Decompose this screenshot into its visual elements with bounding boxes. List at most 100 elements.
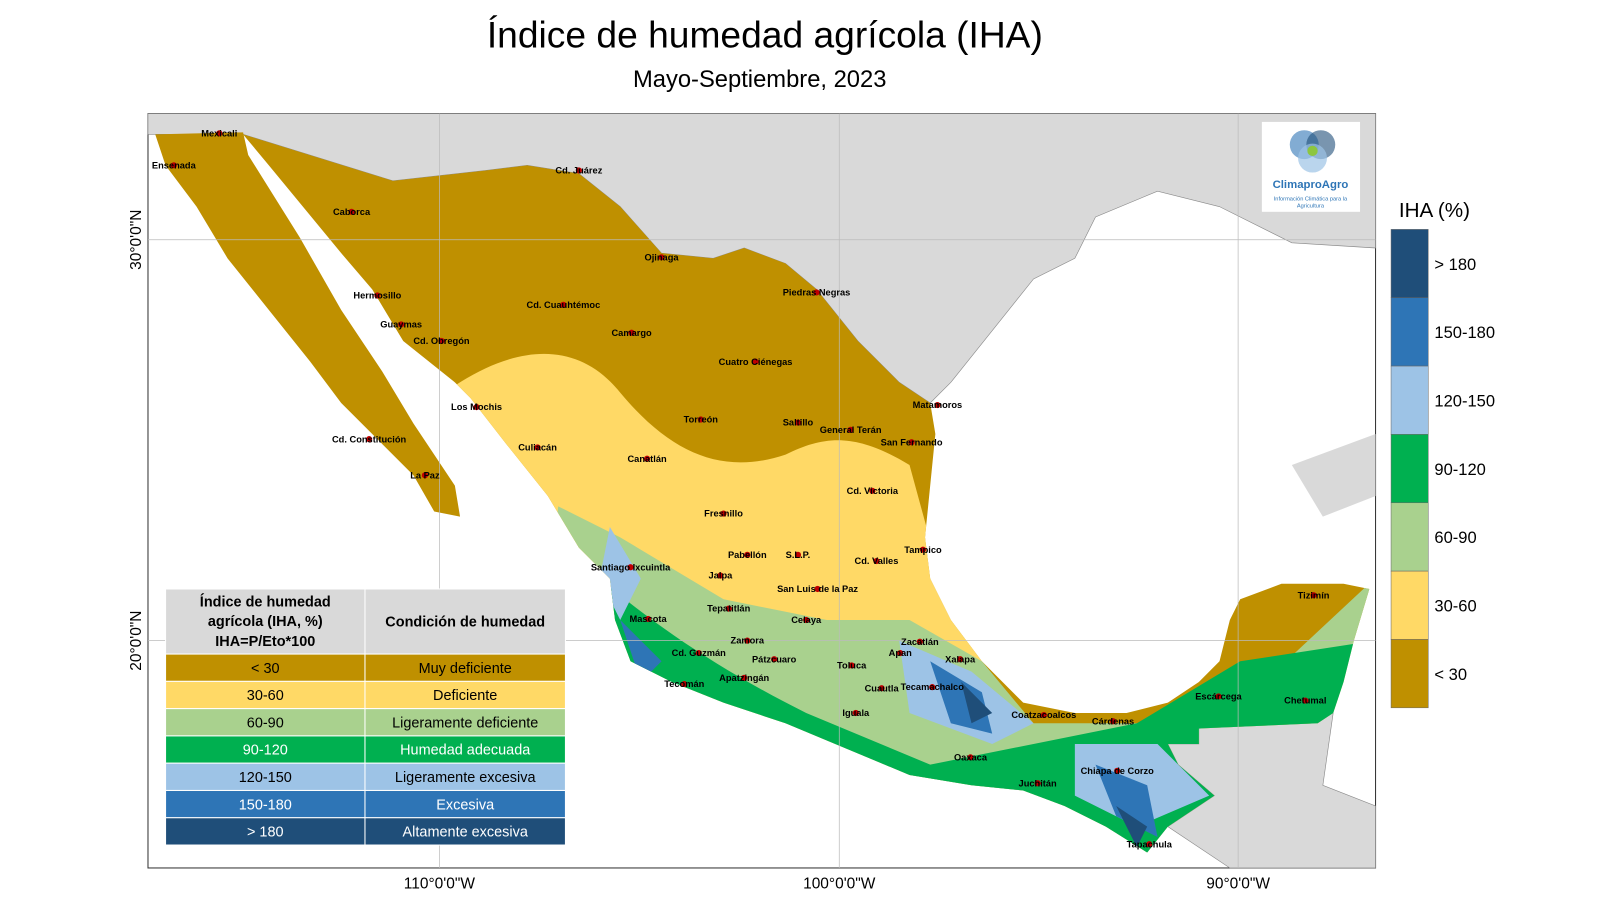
city-dot [1114, 767, 1121, 774]
table-cell [364, 653, 566, 682]
table-cell [165, 762, 366, 791]
table-cell [364, 789, 566, 819]
city-label: Iguala [842, 708, 870, 718]
table-condition: Humedad adecuada [400, 743, 531, 759]
legend-swatch [1390, 434, 1429, 504]
city-label: Cd. Valles [855, 556, 899, 566]
logo: ClimaproAgro Información Climática para … [1261, 121, 1361, 212]
legend-label: < 30 [1434, 665, 1467, 684]
city-label: Zacatlán [901, 637, 939, 647]
city-label: Culiacán [518, 443, 557, 453]
city-dot [878, 685, 885, 692]
city-dot [771, 656, 778, 663]
city-label: La Paz [410, 470, 440, 480]
title: Índice de humedad agrícola (IHA) [487, 14, 1043, 56]
city-dot [695, 649, 702, 657]
lat-label: 30°0'0"N [128, 210, 145, 270]
city-label: San Luis de la Paz [777, 584, 858, 594]
city-dot [869, 487, 876, 494]
city-label: Pabellón [728, 550, 767, 560]
table-condition: Excesiva [436, 797, 495, 813]
city-label: Cuatro Ciénegas [719, 357, 793, 367]
city-label: Cuautla [865, 683, 900, 693]
city-dot [720, 510, 727, 517]
city-label: Zamora [731, 636, 765, 646]
city-dot [957, 656, 964, 663]
city-dot [744, 551, 751, 558]
city-label: General Terán [820, 425, 882, 435]
city-dot [848, 662, 855, 669]
legend-label: 60-90 [1434, 528, 1476, 547]
lon-label: 110°0'0"W [404, 876, 476, 893]
legend-label: 30-60 [1434, 596, 1476, 615]
city-label: Cárdenas [1092, 716, 1134, 726]
legend-swatch [1390, 570, 1429, 640]
city-dot [794, 419, 802, 426]
table-cell [364, 762, 566, 791]
table-condition: Deficiente [433, 688, 497, 704]
city-label: Pátzcuaro [752, 654, 797, 664]
city-dot [560, 301, 567, 308]
city-dot [1040, 711, 1047, 719]
table-header-text: IHA=P/Eto*100 [215, 634, 315, 650]
lon-label: 100°0'0"W [803, 876, 876, 893]
city-dot [697, 416, 704, 423]
logo-tagline: Información Climática para la [1274, 196, 1348, 202]
city-dot [847, 426, 854, 433]
city-dot [929, 684, 936, 691]
table-header-text: Condición de humedad [385, 615, 545, 631]
city-dot [348, 208, 355, 215]
city-dot [658, 254, 665, 261]
city-dot [575, 167, 582, 174]
city-dot [438, 337, 445, 345]
city-dot [1034, 780, 1041, 787]
city-label: Ensenada [152, 160, 197, 170]
table-cell [364, 708, 566, 737]
table-range: 30-60 [247, 688, 284, 704]
city-dot [967, 754, 974, 761]
city-dot [803, 616, 810, 624]
table-cell [165, 653, 366, 682]
city-label: Cd. Obregón [413, 336, 470, 346]
subtitle: Mayo-Septiembre, 2023 [633, 66, 886, 93]
city-label: Juchitán [1019, 778, 1057, 788]
city-dot [627, 564, 634, 571]
city-dot [681, 680, 688, 688]
city-label: Santiago Ixcuintla [591, 562, 671, 572]
table-condition: Altamente excesiva [403, 825, 529, 841]
city-label: Los Mochis [451, 402, 502, 412]
city-dot [744, 637, 751, 644]
city-dot [919, 546, 927, 553]
city-label: Tampico [904, 545, 942, 555]
city-label: Cd. Victoria [847, 486, 899, 496]
city-dot [1215, 693, 1222, 700]
table-condition: Ligeramente deficiente [392, 715, 538, 731]
city-dot [852, 709, 859, 717]
city-label: San Fernando [881, 437, 943, 447]
city-dot [897, 649, 904, 657]
table-cell [165, 708, 366, 737]
city-dot [916, 638, 923, 645]
table-header-text: Índice de humedad [200, 594, 331, 611]
city-label: Cd. Constitución [332, 434, 407, 444]
city-label: Torreón [684, 415, 719, 425]
logo-ring [1298, 143, 1327, 173]
city-label: Fresnillo [704, 509, 743, 519]
cities: Mexicali Ensenada Cd. Juárez Caborca Ojinaga… [152, 128, 1330, 849]
city-dot [794, 551, 802, 558]
city-label: Tapachula [1127, 839, 1173, 849]
city-dot [1109, 718, 1117, 725]
class-area [961, 681, 1148, 848]
table-cell [364, 735, 566, 764]
city-label: Saltillo [783, 418, 814, 428]
legend-swatch [1390, 365, 1429, 435]
city-label: Mascota [630, 614, 668, 624]
city-dot [1302, 697, 1309, 704]
city-dot [813, 289, 820, 296]
city-dot [366, 436, 373, 443]
table-condition: Muy deficiente [419, 661, 512, 677]
city-label: Piedras Negras [783, 288, 851, 298]
city-dot [934, 401, 941, 409]
legend-label: 150-180 [1434, 323, 1495, 342]
